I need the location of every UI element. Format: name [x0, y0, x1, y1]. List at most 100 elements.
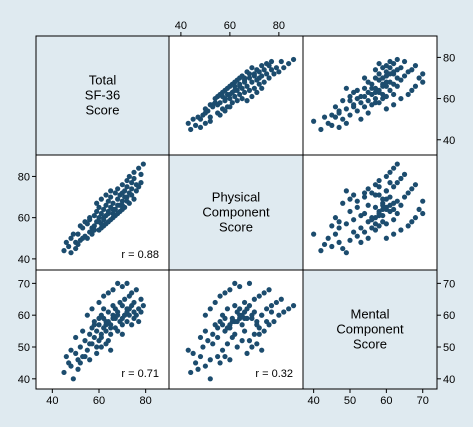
- data-point: [131, 299, 137, 306]
- data-point: [358, 239, 364, 245]
- data-point: [286, 60, 292, 67]
- data-point: [98, 196, 104, 202]
- data-point: [249, 315, 255, 321]
- data-point: [376, 184, 382, 190]
- variable-label-mental-2: Score: [353, 337, 387, 352]
- data-point: [138, 171, 144, 177]
- data-point: [343, 188, 349, 194]
- data-point: [68, 347, 74, 353]
- data-point: [237, 283, 243, 290]
- data-point: [372, 227, 379, 233]
- data-point: [75, 241, 81, 248]
- data-point: [219, 347, 226, 353]
- variable-label-total-1: SF-36: [85, 88, 120, 103]
- data-point: [266, 75, 272, 81]
- data-point: [215, 93, 221, 100]
- variable-label-physical-0: Physical: [212, 190, 261, 205]
- data-point: [227, 104, 233, 110]
- data-point: [61, 248, 67, 254]
- data-point: [68, 235, 74, 241]
- data-point: [372, 192, 379, 198]
- variable-label-total-2: Score: [86, 103, 120, 118]
- data-point: [98, 334, 104, 341]
- data-point: [372, 89, 379, 96]
- data-point: [246, 71, 253, 77]
- y-tick-label-1-0: 40: [18, 254, 30, 266]
- data-point: [140, 303, 146, 309]
- data-point: [122, 204, 128, 210]
- data-point: [119, 190, 125, 196]
- data-point: [227, 287, 233, 293]
- data-point: [261, 290, 267, 296]
- data-point: [91, 334, 97, 341]
- data-point: [205, 338, 211, 344]
- data-point: [340, 200, 346, 206]
- data-point: [227, 357, 233, 363]
- x-tick-label-2-1: 50: [344, 395, 356, 407]
- data-point: [259, 85, 265, 91]
- data-point: [325, 235, 331, 241]
- data-point: [188, 126, 194, 133]
- data-point: [254, 322, 260, 328]
- data-point: [222, 95, 228, 102]
- data-point: [268, 58, 275, 65]
- data-point: [126, 173, 132, 180]
- data-point: [119, 198, 125, 204]
- data-point: [136, 165, 142, 171]
- data-point: [256, 293, 262, 299]
- data-point: [103, 221, 109, 227]
- data-point: [136, 318, 142, 325]
- data-point: [108, 325, 114, 331]
- data-point: [192, 122, 199, 128]
- data-point: [372, 100, 379, 106]
- data-point: [124, 318, 130, 325]
- y-tick-label-2-1: 50: [18, 342, 30, 354]
- data-point: [202, 106, 208, 112]
- data-point: [261, 328, 267, 334]
- data-point: [347, 112, 353, 118]
- data-point: [273, 65, 280, 71]
- correlation-label-1: r = 0.71: [121, 368, 159, 380]
- data-point: [222, 290, 228, 296]
- data-point: [200, 344, 206, 350]
- data-point: [232, 303, 238, 309]
- data-point: [96, 322, 102, 328]
- data-point: [115, 196, 121, 202]
- data-point: [311, 118, 317, 124]
- data-point: [336, 108, 342, 114]
- data-point: [222, 108, 228, 114]
- data-point: [347, 98, 353, 104]
- data-point: [185, 120, 191, 126]
- data-point: [340, 116, 346, 122]
- data-point: [112, 315, 118, 321]
- data-point: [110, 287, 116, 293]
- data-point: [347, 208, 353, 215]
- data-point: [259, 63, 265, 69]
- data-point: [365, 202, 371, 208]
- data-point: [387, 169, 393, 175]
- data-point: [105, 290, 111, 296]
- data-point: [70, 376, 76, 382]
- data-point: [202, 312, 208, 318]
- data-point: [215, 334, 221, 341]
- data-point: [241, 299, 248, 306]
- data-point: [383, 73, 389, 79]
- data-point: [234, 318, 240, 325]
- data-point: [398, 227, 404, 233]
- x-tick-label-0-1: 60: [93, 395, 105, 407]
- correlation-label-0: r = 0.88: [121, 249, 159, 261]
- data-point: [96, 315, 102, 321]
- data-point: [96, 299, 102, 306]
- data-point: [119, 182, 125, 188]
- data-point: [329, 112, 335, 118]
- data-point: [232, 93, 238, 100]
- data-point: [387, 180, 393, 186]
- data-point: [412, 63, 419, 69]
- data-point: [321, 114, 328, 120]
- data-point: [361, 194, 368, 200]
- diagonal-cell-0: [35, 35, 170, 156]
- data-point: [383, 106, 389, 112]
- data-point: [101, 215, 107, 221]
- data-point: [131, 175, 137, 182]
- data-point: [108, 347, 114, 353]
